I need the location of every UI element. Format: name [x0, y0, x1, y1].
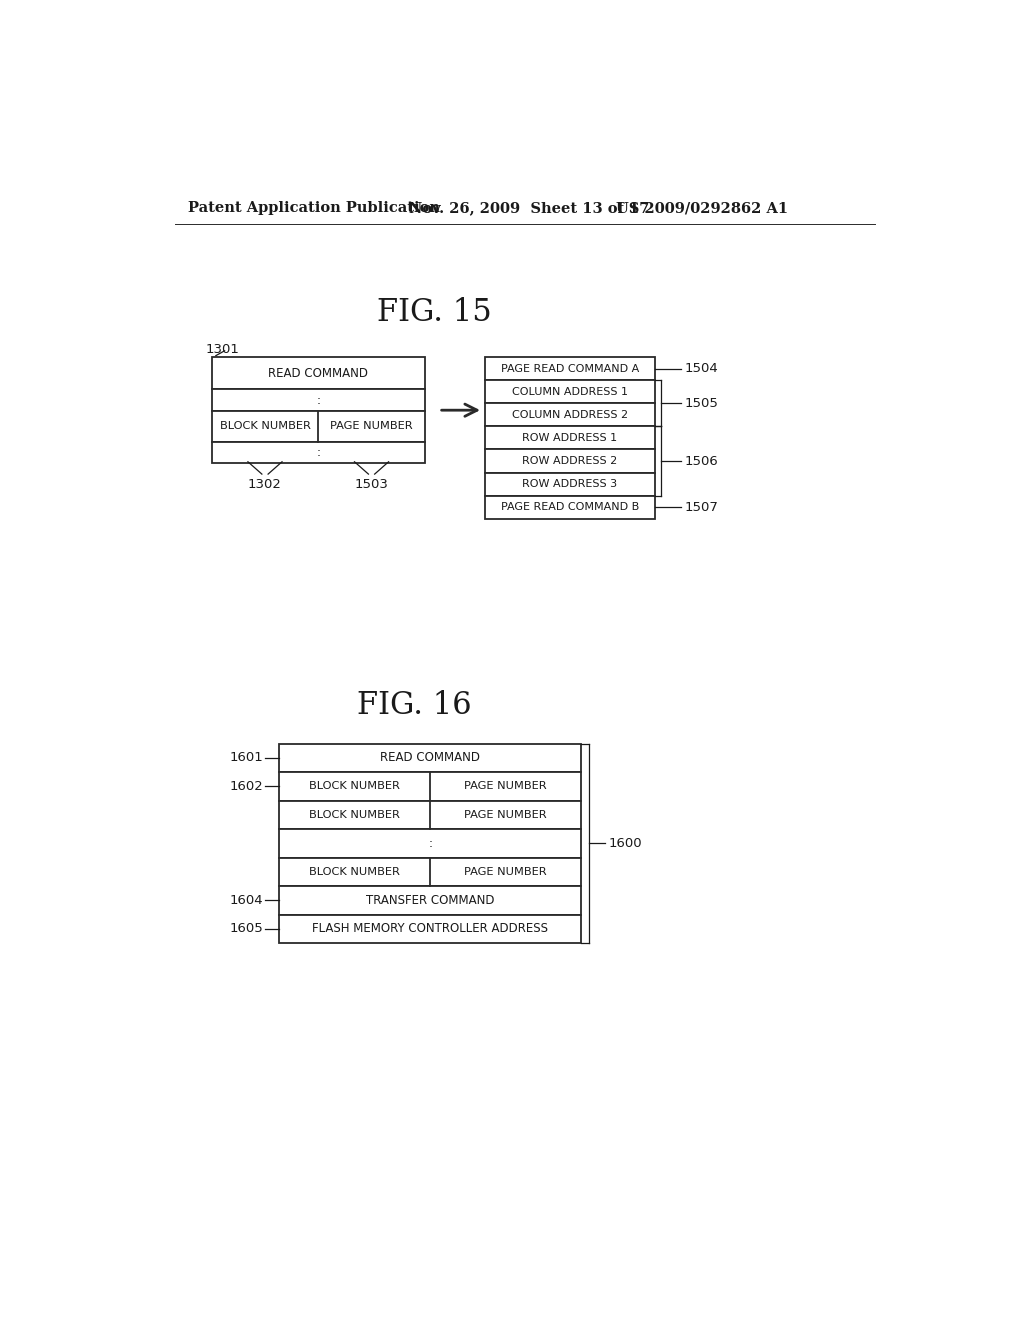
Text: :: :	[428, 837, 432, 850]
Text: :: :	[316, 446, 321, 459]
Text: FIG. 15: FIG. 15	[377, 297, 492, 327]
Text: 1600: 1600	[608, 837, 642, 850]
Text: 1506: 1506	[684, 454, 718, 467]
Bar	[484, 404, 655, 426]
Text: 1302: 1302	[248, 478, 282, 491]
Text: PAGE NUMBER: PAGE NUMBER	[330, 421, 413, 432]
Text: 1301: 1301	[206, 343, 240, 356]
Text: Nov. 26, 2009  Sheet 13 of 17: Nov. 26, 2009 Sheet 13 of 17	[409, 202, 649, 215]
Bar	[484, 495, 655, 519]
Bar	[484, 380, 655, 404]
Text: READ COMMAND: READ COMMAND	[268, 367, 369, 380]
Bar	[484, 473, 655, 496]
Text: BLOCK NUMBER: BLOCK NUMBER	[309, 810, 400, 820]
Text: Patent Application Publication: Patent Application Publication	[188, 202, 440, 215]
Text: 1605: 1605	[229, 923, 263, 936]
Text: 1504: 1504	[684, 362, 718, 375]
Text: 1503: 1503	[354, 478, 388, 491]
Text: PAGE READ COMMAND B: PAGE READ COMMAND B	[501, 502, 639, 512]
Bar	[280, 858, 582, 886]
Bar	[280, 829, 582, 858]
Bar	[212, 442, 425, 463]
Text: COLUMN ADDRESS 1: COLUMN ADDRESS 1	[512, 387, 628, 397]
Text: ROW ADDRESS 2: ROW ADDRESS 2	[522, 455, 617, 466]
Text: PAGE NUMBER: PAGE NUMBER	[465, 810, 547, 820]
Text: COLUMN ADDRESS 2: COLUMN ADDRESS 2	[512, 409, 628, 420]
Text: 1604: 1604	[230, 894, 263, 907]
Text: PAGE NUMBER: PAGE NUMBER	[465, 867, 547, 876]
Text: 1507: 1507	[684, 500, 718, 513]
Bar	[212, 411, 425, 442]
Text: BLOCK NUMBER: BLOCK NUMBER	[219, 421, 310, 432]
Text: 1505: 1505	[684, 397, 718, 409]
Text: TRANSFER COMMAND: TRANSFER COMMAND	[366, 894, 495, 907]
Text: FIG. 16: FIG. 16	[357, 689, 472, 721]
Bar	[280, 800, 582, 829]
Text: READ COMMAND: READ COMMAND	[380, 751, 480, 764]
Text: BLOCK NUMBER: BLOCK NUMBER	[309, 781, 400, 791]
Bar	[212, 389, 425, 411]
Bar	[484, 426, 655, 449]
Text: PAGE READ COMMAND A: PAGE READ COMMAND A	[501, 363, 639, 374]
Text: ROW ADDRESS 3: ROW ADDRESS 3	[522, 479, 617, 490]
Bar	[484, 450, 655, 473]
Text: 1602: 1602	[229, 780, 263, 793]
Bar	[212, 358, 425, 389]
Text: BLOCK NUMBER: BLOCK NUMBER	[309, 867, 400, 876]
Bar	[280, 886, 582, 915]
Text: :: :	[316, 393, 321, 407]
Text: US 2009/0292862 A1: US 2009/0292862 A1	[616, 202, 788, 215]
Text: ROW ADDRESS 1: ROW ADDRESS 1	[522, 433, 617, 444]
Bar	[280, 743, 582, 772]
Bar	[280, 772, 582, 800]
Text: 1601: 1601	[229, 751, 263, 764]
Bar	[484, 358, 655, 380]
Text: FLASH MEMORY CONTROLLER ADDRESS: FLASH MEMORY CONTROLLER ADDRESS	[312, 923, 548, 936]
Bar	[280, 915, 582, 942]
Text: PAGE NUMBER: PAGE NUMBER	[465, 781, 547, 791]
